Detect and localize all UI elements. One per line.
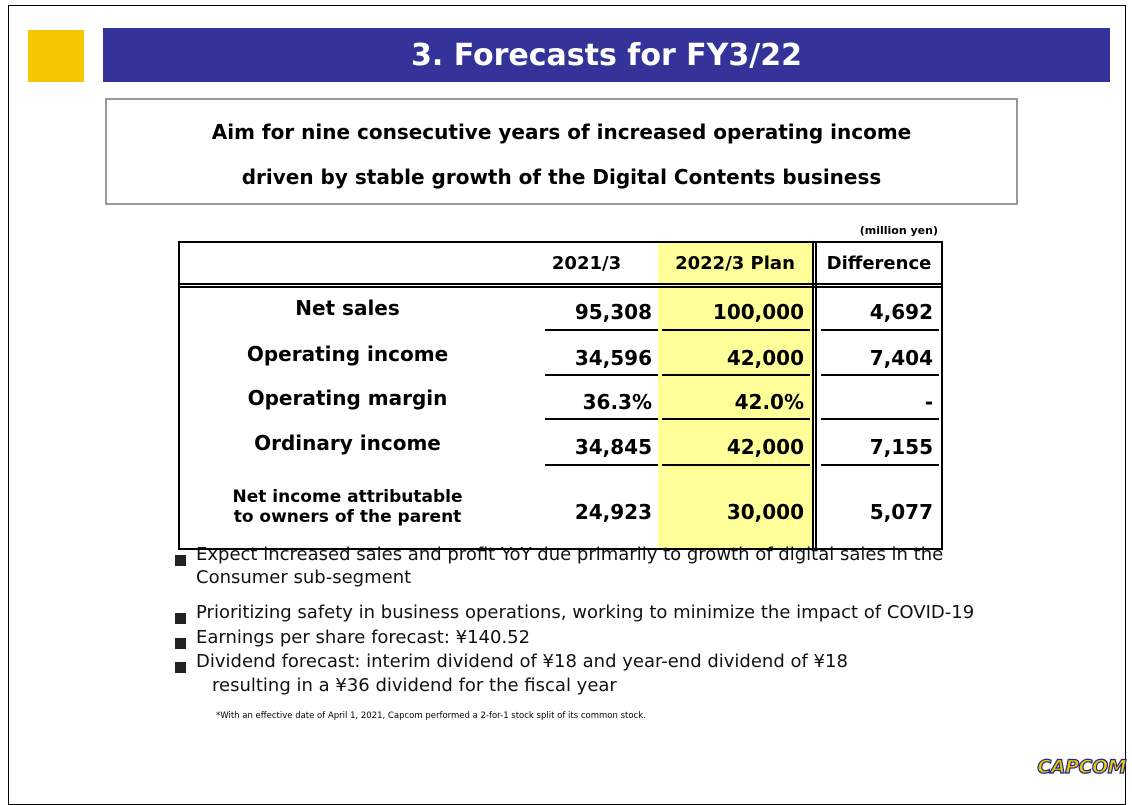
column-header: 2021/3 bbox=[551, 252, 622, 274]
value-cell: 34,596 bbox=[545, 333, 658, 376]
plan-highlight bbox=[658, 243, 812, 548]
bullet-marker bbox=[175, 662, 186, 673]
value-cell: 24,923 bbox=[574, 500, 652, 524]
header-rule bbox=[180, 283, 941, 285]
value-cell: 42,000 bbox=[662, 333, 810, 376]
double-line bbox=[812, 243, 814, 548]
bullet-text: Dividend forecast: interim dividend of ¥… bbox=[196, 651, 848, 672]
bullet-text: Earnings per share forecast: ¥140.52 bbox=[196, 627, 531, 648]
bullet-marker bbox=[175, 613, 186, 624]
value-cell: 95,308 bbox=[545, 287, 658, 331]
value-cell: - bbox=[821, 378, 939, 420]
header-rule bbox=[180, 286, 941, 288]
row-label: Net income attributable to owners of the… bbox=[232, 487, 463, 527]
bullet-marker bbox=[175, 555, 186, 566]
bullet-text: Prioritizing safety in business operatio… bbox=[196, 602, 975, 623]
subtitle-line: driven by stable growth of the Digital C… bbox=[241, 165, 882, 189]
value-cell: 36.3% bbox=[545, 378, 658, 420]
bullet-text: Expect increased sales and profit YoY du… bbox=[196, 544, 944, 565]
value-cell: 30,000 bbox=[726, 500, 804, 524]
title: 3. Forecasts for FY3/22 bbox=[411, 37, 802, 73]
value-cell: 100,000 bbox=[662, 287, 810, 331]
subtitle-line: Aim for nine consecutive years of increa… bbox=[211, 120, 912, 144]
value-cell: 4,692 bbox=[821, 287, 939, 331]
row-label: Ordinary income bbox=[254, 431, 441, 455]
value-cell: 7,155 bbox=[821, 422, 939, 466]
bullet-marker bbox=[175, 638, 186, 649]
table: 2021/3 2022/3 Plan Difference Net sales 95,3… bbox=[178, 241, 943, 550]
accent-square bbox=[28, 30, 84, 82]
title-bar: 3. Forecasts for FY3/22 bbox=[103, 28, 1110, 82]
column-header: 2022/3 Plan bbox=[675, 252, 795, 274]
footnote: *With an effective date of April 1, 2021… bbox=[216, 711, 646, 721]
row-label: Operating income bbox=[246, 341, 449, 366]
value-cell: 34,845 bbox=[545, 422, 658, 466]
bullet-text: resulting in a ¥36 dividend for the fisc… bbox=[212, 675, 617, 696]
value-cell: 42,000 bbox=[662, 422, 810, 466]
unit-label: (million yen) bbox=[859, 224, 938, 237]
logo: CAPCOM bbox=[1037, 755, 1127, 778]
double-line bbox=[815, 243, 817, 548]
row-label: Net sales bbox=[295, 296, 400, 320]
row-label: Operating margin bbox=[247, 386, 448, 410]
value-cell: 42.0% bbox=[662, 378, 810, 420]
column-header: Difference bbox=[826, 252, 932, 274]
bullet-text: Consumer sub-segment bbox=[196, 567, 412, 588]
value-cell: 5,077 bbox=[869, 500, 933, 524]
subtitle-box: Aim for nine consecutive years of increa… bbox=[105, 98, 1018, 205]
value-cell: 7,404 bbox=[821, 333, 939, 376]
